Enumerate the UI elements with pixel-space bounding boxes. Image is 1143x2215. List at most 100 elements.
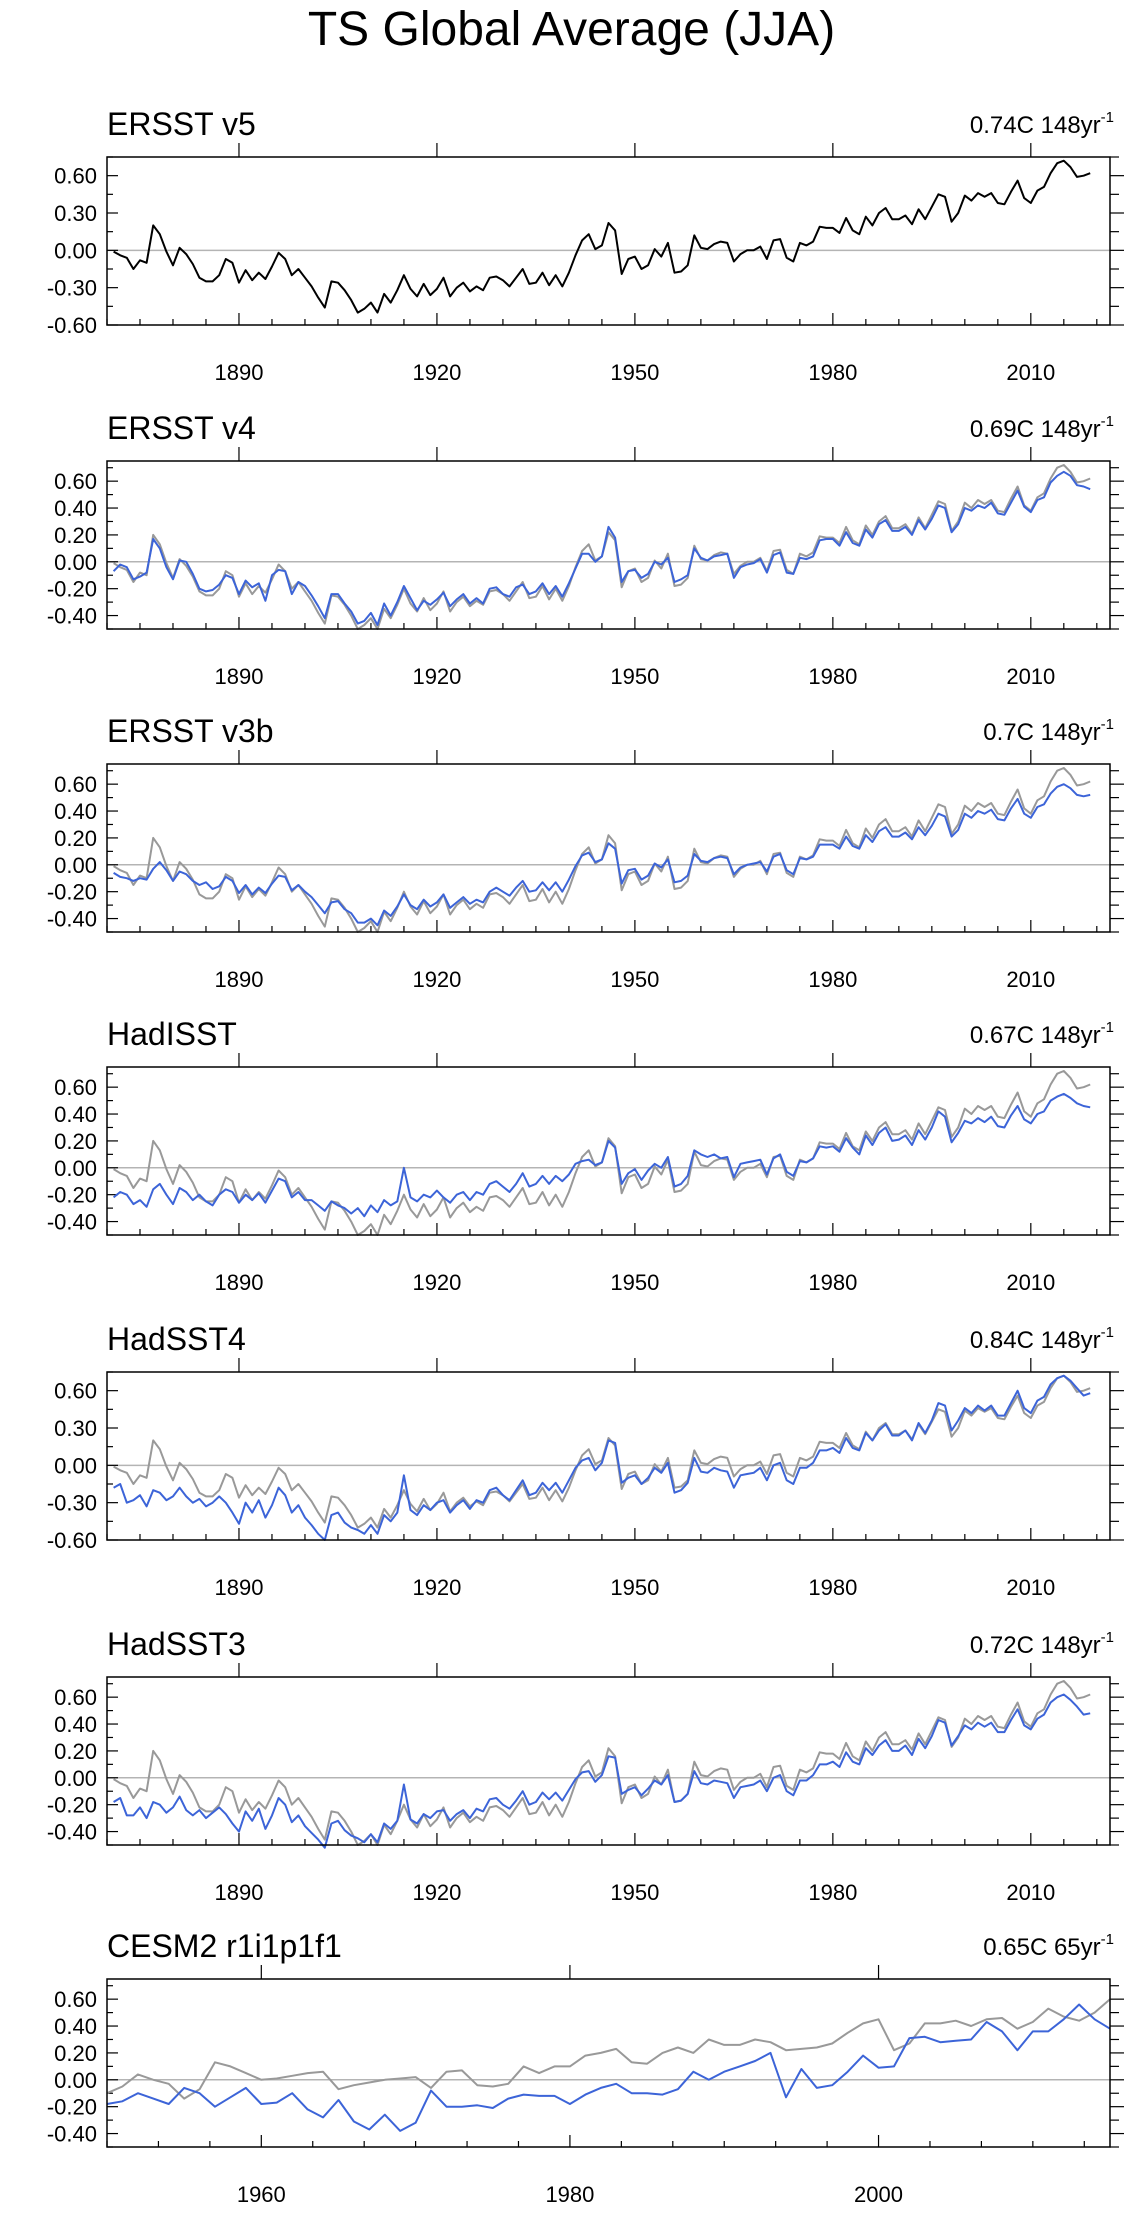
x-tick-label: 1980 xyxy=(808,664,857,689)
y-tick-label: 0.00 xyxy=(54,1453,97,1478)
main-title: TS Global Average (JJA) xyxy=(307,3,836,56)
trend-label: 0.69C 148yr-1 xyxy=(970,413,1114,443)
x-tick-label: 1950 xyxy=(610,1270,659,1295)
panel-title: HadISST xyxy=(107,1016,237,1052)
trend-label: 0.72C 148yr-1 xyxy=(970,1629,1114,1659)
y-tick-label: 0.60 xyxy=(54,1987,97,2012)
trend-value: 0.72C 148yr xyxy=(970,1632,1101,1659)
y-tick-label: -0.20 xyxy=(47,2095,97,2120)
trend-label: 0.67C 148yr-1 xyxy=(970,1019,1114,1049)
y-tick-label: 0.00 xyxy=(54,238,97,263)
x-tick-label: 1960 xyxy=(237,2182,286,2207)
y-tick-label: 0.20 xyxy=(54,1129,97,1154)
x-tick-label: 1920 xyxy=(412,967,461,992)
x-tick-label: 1950 xyxy=(610,967,659,992)
dataset-series-line xyxy=(112,1092,1091,1218)
panel-title: ERSST v5 xyxy=(107,106,256,142)
y-tick-label: 0.00 xyxy=(54,853,97,878)
reference-series-line xyxy=(113,1680,1091,1846)
x-tick-label: 2010 xyxy=(1006,664,1055,689)
y-tick-label: -0.30 xyxy=(47,276,97,301)
x-tick-label: 2010 xyxy=(1006,1270,1055,1295)
y-tick-label: 0.00 xyxy=(54,1766,97,1791)
plot-frame xyxy=(106,1066,1111,1236)
y-tick-label: 0.40 xyxy=(54,2014,97,2039)
x-tick-label: 1950 xyxy=(610,664,659,689)
panel-2: ERSST v4 0.69C 148yr-1-0.40-0.200.000.200… xyxy=(47,410,1124,689)
y-tick-label: 0.30 xyxy=(54,1416,97,1441)
y-tick-label: -0.40 xyxy=(47,1210,97,1235)
plot-frame xyxy=(106,1978,1111,2148)
y-tick-label: 0.20 xyxy=(54,826,97,851)
x-tick-label: 1980 xyxy=(808,1575,857,1600)
y-tick-label: 0.20 xyxy=(54,523,97,548)
x-tick-label: 1980 xyxy=(808,967,857,992)
trend-exponent: -1 xyxy=(1101,1019,1114,1036)
panel-4: HadISST 0.67C 148yr-1-0.40-0.200.000.200.… xyxy=(47,1016,1124,1295)
trend-exponent: -1 xyxy=(1101,413,1114,430)
panel-title: HadSST4 xyxy=(107,1321,246,1357)
x-tick-label: 2010 xyxy=(1006,1575,1055,1600)
trend-label: 0.65C 65yr-1 xyxy=(983,1931,1114,1961)
y-tick-label: 0.40 xyxy=(54,799,97,824)
reference-series-line xyxy=(106,1998,1111,2100)
plot-frame xyxy=(106,156,1111,326)
x-tick-label: 1920 xyxy=(412,1270,461,1295)
x-tick-label: 1920 xyxy=(412,1880,461,1905)
y-tick-label: 0.00 xyxy=(54,550,97,575)
reference-series-line xyxy=(113,464,1091,630)
y-tick-label: -0.20 xyxy=(47,880,97,905)
x-tick-label: 2000 xyxy=(854,2182,903,2207)
panel-3: ERSST v3b 0.7C 148yr-1-0.40-0.200.000.200… xyxy=(47,713,1124,992)
trend-value: 0.69C 148yr xyxy=(970,416,1101,443)
y-tick-label: -0.20 xyxy=(47,577,97,602)
y-tick-label: 0.60 xyxy=(54,772,97,797)
panel-title: ERSST v4 xyxy=(107,410,256,446)
trend-exponent: -1 xyxy=(1101,716,1114,733)
x-tick-label: 1890 xyxy=(214,1880,263,1905)
trend-label: 0.84C 148yr-1 xyxy=(970,1324,1114,1354)
y-tick-label: -0.40 xyxy=(47,604,97,629)
y-tick-label: 0.40 xyxy=(54,496,97,521)
x-tick-label: 1950 xyxy=(610,1880,659,1905)
dataset-series-line xyxy=(106,2003,1111,2132)
x-tick-label: 1890 xyxy=(214,360,263,385)
trend-value: 0.65C 65yr xyxy=(983,1934,1100,1961)
panel-title: HadSST3 xyxy=(107,1626,246,1662)
y-tick-label: 0.60 xyxy=(54,1685,97,1710)
x-tick-label: 2010 xyxy=(1006,967,1055,992)
y-tick-label: -0.40 xyxy=(47,1820,97,1845)
y-tick-label: -0.40 xyxy=(47,2122,97,2147)
y-tick-label: -0.20 xyxy=(47,1183,97,1208)
x-tick-label: 1980 xyxy=(545,2182,594,2207)
trend-value: 0.74C 148yr xyxy=(970,112,1101,139)
reference-series-line xyxy=(113,767,1091,933)
y-tick-label: 0.60 xyxy=(54,1075,97,1100)
x-tick-label: 1890 xyxy=(214,1575,263,1600)
y-tick-label: -0.60 xyxy=(47,1528,97,1553)
x-tick-label: 1890 xyxy=(214,664,263,689)
panel-1: ERSST v5 0.74C 148yr-1 -0.60 -0.30 0.00 0.30 0… xyxy=(47,106,1124,385)
dataset-series-line xyxy=(113,1374,1091,1541)
x-tick-label: 1980 xyxy=(808,360,857,385)
y-tick-label: -0.20 xyxy=(47,1793,97,1818)
x-tick-label: 1890 xyxy=(214,967,263,992)
trend-exponent: -1 xyxy=(1101,1629,1114,1646)
trend-exponent: -1 xyxy=(1101,1931,1114,1948)
y-tick-label: 0.40 xyxy=(54,1712,97,1737)
y-tick-label: 0.20 xyxy=(54,2041,97,2066)
x-tick-label: 1980 xyxy=(808,1270,857,1295)
y-tick-label: 0.30 xyxy=(54,201,97,226)
x-tick-label: 1920 xyxy=(412,360,461,385)
reference-series-line xyxy=(113,1070,1091,1236)
dataset-series-line xyxy=(113,159,1091,314)
plot-frame xyxy=(106,460,1111,630)
panel-title: ERSST v3b xyxy=(107,713,274,749)
y-tick-label: -0.30 xyxy=(47,1491,97,1516)
x-tick-label: 1890 xyxy=(214,1270,263,1295)
y-tick-label: 0.00 xyxy=(54,2068,97,2093)
y-tick-label: 0.20 xyxy=(54,1739,97,1764)
x-tick-label: 1950 xyxy=(610,1575,659,1600)
trend-label: 0.74C 148yr-1 xyxy=(970,109,1114,139)
